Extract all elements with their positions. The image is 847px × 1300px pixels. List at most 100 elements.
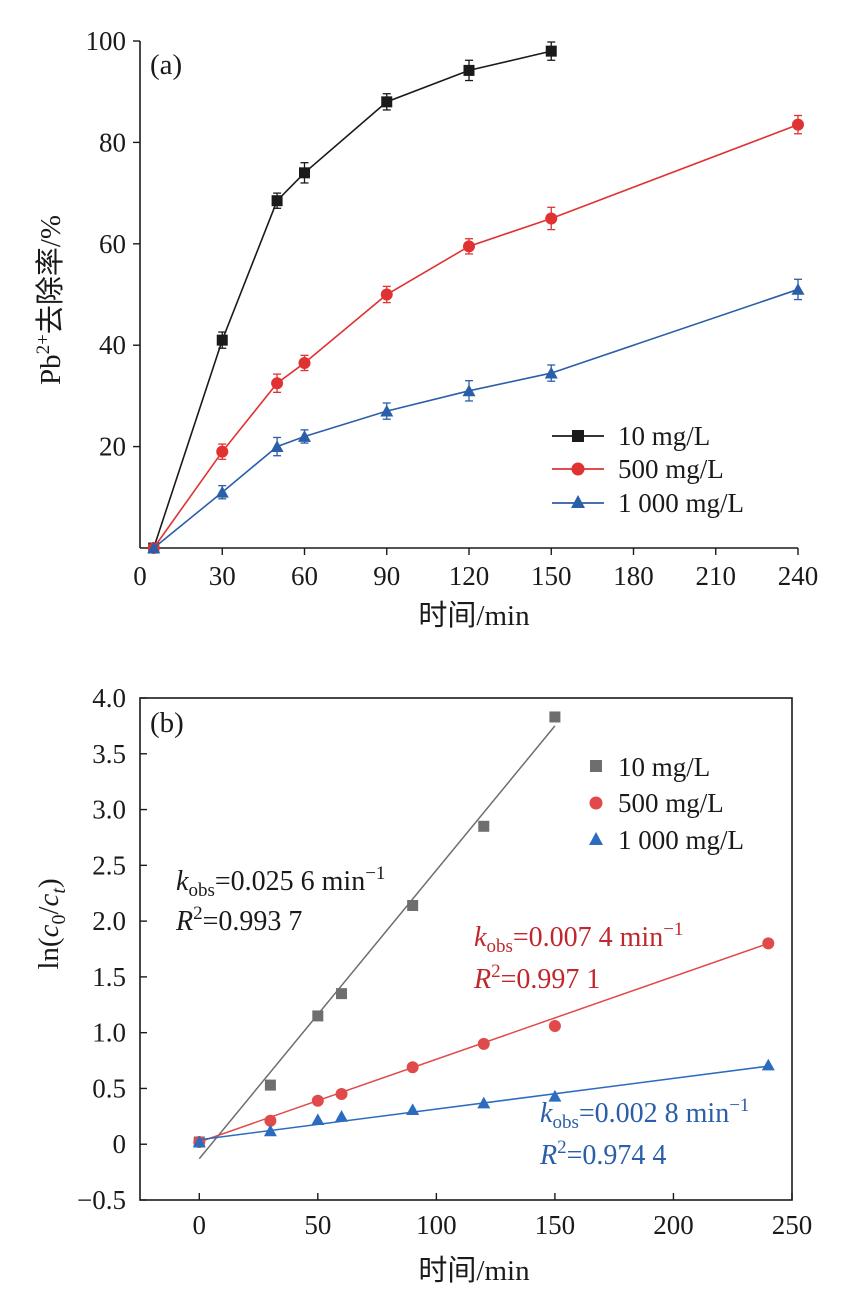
panel-a-y-ticks: 20 40 60 80 100 xyxy=(86,26,140,462)
panel-a-data-point xyxy=(271,195,283,207)
panel-a-series-line xyxy=(153,123,799,549)
panel-a-y-tick-label: 100 xyxy=(86,26,127,56)
panel-b-y-axis-title: ln(c0/ct) xyxy=(33,878,70,969)
panel-b-data-point xyxy=(477,1096,491,1109)
panel-a: 0 30 60 90 120 150 180 210 240 20 40 60 80 100 (a) 时… xyxy=(33,26,818,632)
panel-a-x-tick-label: 0 xyxy=(133,561,147,591)
annotation-500-r2: R2=0.997 1 xyxy=(473,961,600,995)
legend-b-label-10: 10 mg/L xyxy=(618,752,710,782)
annotation-500: kobs=0.007 4 min−1 R2=0.997 1 xyxy=(473,919,683,995)
legend-b-marker-circle xyxy=(589,796,603,810)
panel-b-axes xyxy=(139,697,793,1201)
legend-marker-triangle xyxy=(571,495,585,508)
panel-b-x-ticks: 0 50 100 150 200 250 xyxy=(193,1193,813,1240)
panel-b-data-point xyxy=(406,1103,420,1116)
panel-b-y-tick-label: 3.0 xyxy=(92,795,126,825)
panel-b: 0 50 100 150 200 250 −0.5 0 0.5 1.0 1.5 2.0 2.5 3.0 3… xyxy=(33,683,812,1287)
panel-b-y-tick-label: 2.5 xyxy=(92,850,126,880)
panel-b-data-point xyxy=(192,1135,206,1148)
panel-a-y-title-rest: 去除率/% xyxy=(34,215,67,334)
panel-b-data-point xyxy=(312,1010,324,1022)
panel-a-data-point xyxy=(792,118,804,131)
panel-b-data-point xyxy=(263,1124,277,1137)
panel-a-label: (a) xyxy=(150,49,182,81)
panel-b-data-point xyxy=(477,1037,490,1050)
annotation-10-r2: R2=0.993 7 xyxy=(175,903,302,937)
panel-b-data-point xyxy=(336,988,348,1000)
panel-a-x-tick-label: 150 xyxy=(531,561,572,591)
legend-b-marker-square xyxy=(590,760,602,772)
legend-marker-square xyxy=(572,430,584,442)
panel-a-y-tick-label: 40 xyxy=(99,330,126,360)
panel-a-series-0 xyxy=(148,41,557,554)
panel-a-x-tick-label: 180 xyxy=(613,561,654,591)
panel-b-y-tick-label: 3.5 xyxy=(92,739,126,769)
panel-a-data-point xyxy=(462,384,476,397)
panel-b-x-tick-label: 150 xyxy=(535,1210,576,1240)
annotation-10-k: kobs=0.025 6 min−1 xyxy=(176,863,385,901)
panel-b-x-tick-label: 100 xyxy=(416,1210,457,1240)
panel-a-x-tick-label: 60 xyxy=(291,561,318,591)
legend-b-label-500: 500 mg/L xyxy=(618,788,724,818)
panel-b-data-point xyxy=(549,711,561,723)
panel-b-data-point xyxy=(335,1110,349,1122)
panel-a-y-tick-label: 80 xyxy=(99,127,126,157)
panel-a-x-tick-label: 120 xyxy=(449,561,490,591)
panel-a-data-point xyxy=(299,167,310,179)
panel-a-series-line xyxy=(152,50,552,549)
panel-a-y-title-main: Pb xyxy=(35,354,67,385)
panel-b-data-point xyxy=(548,1089,562,1102)
legend-label-500: 500 mg/L xyxy=(618,454,724,484)
panel-b-y-ticks: −0.5 0 0.5 1.0 1.5 2.0 2.5 3.0 3.5 4.0 xyxy=(77,683,147,1215)
panel-a-x-tick-label: 240 xyxy=(778,561,819,591)
panel-a-data-point xyxy=(298,430,311,442)
legend-b-label-1000: 1 000 mg/L xyxy=(618,825,744,855)
annotation-10: kobs=0.025 6 min−1 R2=0.993 7 xyxy=(175,863,385,937)
legend-b-marker-triangle xyxy=(589,832,603,845)
panel-b-data-point xyxy=(311,1094,324,1107)
panel-b-y-tick-label: 0.5 xyxy=(92,1073,126,1103)
panel-a-data-point xyxy=(463,64,475,76)
panel-a-data-point xyxy=(270,440,284,452)
panel-b-data-point xyxy=(335,1088,348,1101)
panel-a-data-point xyxy=(271,377,284,390)
panel-a-y-title-sup: 2+ xyxy=(33,334,54,354)
panel-b-plot-frame xyxy=(139,697,793,1201)
panel-a-x-tick-label: 210 xyxy=(696,561,737,591)
panel-b-data-point xyxy=(761,1058,775,1071)
panel-a-series-2 xyxy=(147,278,805,554)
panel-b-data-point xyxy=(264,1114,277,1127)
panel-b-data-point xyxy=(406,1061,419,1074)
panel-a-x-axis-title: 时间/min xyxy=(418,599,530,632)
panel-b-y-tick-label: 4.0 xyxy=(92,683,126,713)
panel-b-y-tick-label: 1.0 xyxy=(92,1018,126,1048)
annotation-1000-k: kobs=0.002 8 min−1 xyxy=(540,1095,749,1133)
panel-a-data-point xyxy=(791,283,805,295)
panel-a-y-tick-label: 60 xyxy=(99,229,126,259)
panel-b-fit-line xyxy=(198,725,556,1160)
panel-a-data-point xyxy=(380,404,394,417)
panel-b-x-tick-label: 250 xyxy=(772,1210,813,1240)
panel-a-data-point xyxy=(545,45,557,57)
panel-a-data-point xyxy=(215,485,229,498)
panel-a-legend: 10 mg/L 500 mg/L 1 000 mg/L xyxy=(552,421,744,518)
legend-marker-circle xyxy=(571,462,585,476)
panel-b-label: (b) xyxy=(150,707,184,739)
annotation-500-k: kobs=0.007 4 min−1 xyxy=(474,919,683,957)
panel-a-x-ticks: 0 30 60 90 120 150 180 210 240 xyxy=(133,548,818,591)
panel-a-data-point xyxy=(216,445,229,458)
panel-b-series xyxy=(192,711,775,1160)
annotation-1000: kobs=0.002 8 min−1 R2=0.974 4 xyxy=(539,1095,749,1171)
panel-b-data-point xyxy=(264,1079,276,1091)
panel-b-series-1 xyxy=(193,937,775,1148)
panel-a-data-point xyxy=(147,541,161,554)
panel-b-x-tick-label: 50 xyxy=(304,1210,331,1240)
panel-a-data-point xyxy=(545,212,558,225)
panel-a-y-tick-label: 20 xyxy=(99,432,126,462)
panel-b-y-tick-label: 2.0 xyxy=(92,906,126,936)
panel-b-data-point xyxy=(548,1019,561,1032)
panel-a-data-point xyxy=(544,366,558,379)
panel-a-series xyxy=(147,41,805,554)
panel-b-data-point xyxy=(311,1113,325,1126)
panel-a-series-line xyxy=(153,288,799,549)
